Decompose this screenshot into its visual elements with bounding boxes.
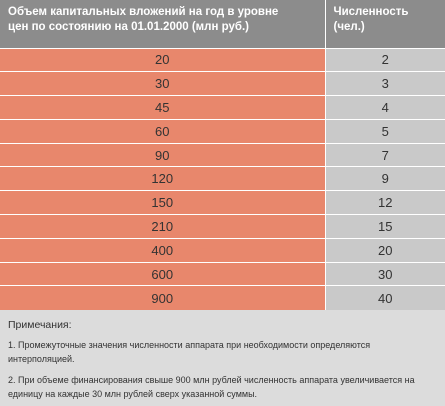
table-row: 400 20 [0, 237, 445, 263]
table-cell: 3 [324, 71, 445, 96]
table-cell: 900 [0, 285, 325, 310]
table-cell: 60 [0, 118, 325, 144]
table-cell: 40 [324, 285, 445, 310]
table: Объем капитальных вложений на год в уров… [0, 0, 445, 310]
table-row: 120 9 [0, 166, 445, 191]
table-cell: 45 [0, 95, 325, 120]
table-cell: 12 [324, 190, 445, 215]
table-cell: 30 [324, 261, 445, 286]
table-cell: 9 [324, 166, 445, 191]
table-cell: 7 [324, 142, 445, 167]
header-row: Объем капитальных вложений на год в уров… [0, 0, 445, 48]
table-cell: 90 [0, 142, 325, 167]
table-row: 150 12 [0, 190, 445, 215]
table-cell: 20 [324, 237, 445, 263]
table-row: 20 2 [0, 47, 445, 72]
table-cell: 120 [0, 166, 325, 191]
header-cell: Численность (чел.) [324, 0, 445, 48]
table-cell: 400 [0, 237, 325, 263]
table-row: 210 15 [0, 214, 445, 239]
notes-title: Примечания: [8, 318, 72, 331]
table-cell: 30 [0, 71, 325, 96]
notes: Примечания: 1. Промежуточные значения чи… [0, 310, 445, 401]
table-cell: 2 [324, 47, 445, 72]
table-cell: 150 [0, 190, 325, 215]
table-row: 60 5 [0, 118, 445, 144]
note-item: 2. При объеме финансирования свыше 900 м… [8, 374, 415, 399]
table-row: 30 3 [0, 71, 445, 96]
table-row: 900 40 [0, 285, 445, 310]
table-cell: 5 [324, 118, 445, 144]
table-cell: 210 [0, 214, 325, 239]
header-cell: Объем капитальных вложений на год в уров… [0, 0, 325, 48]
table-row: 45 4 [0, 95, 445, 120]
table-row: 90 7 [0, 142, 445, 167]
table-cell: 4 [324, 95, 445, 120]
table-row: 600 30 [0, 261, 445, 286]
note-item: 1. Промежуточные значения численности ап… [8, 339, 371, 364]
table-cell: 15 [324, 214, 445, 239]
table-cell: 20 [0, 47, 325, 72]
table-cell: 600 [0, 261, 325, 286]
